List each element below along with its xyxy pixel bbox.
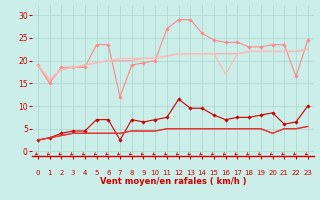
X-axis label: Vent moyen/en rafales ( km/h ): Vent moyen/en rafales ( km/h )	[100, 177, 246, 186]
